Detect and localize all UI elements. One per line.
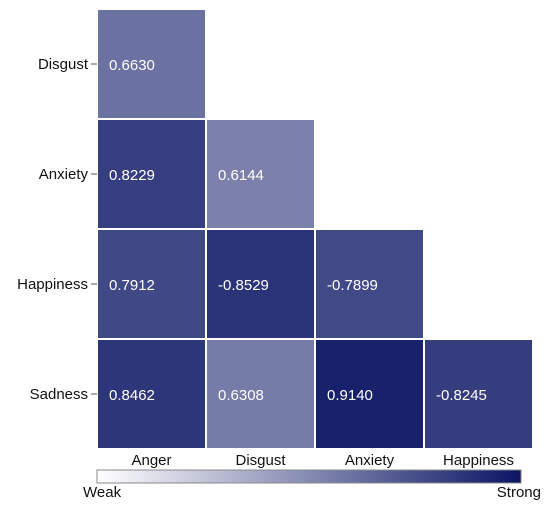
y-axis-labels: Disgust Anxiety Happiness Sadness [17, 56, 97, 403]
y-tick-label-happiness: Happiness [17, 276, 88, 293]
color-legend: Weak Strong [83, 469, 541, 501]
cell-value-label: 0.8462 [109, 387, 155, 404]
cell-value-label: 0.7912 [109, 277, 155, 294]
legend-gradient-bar [96, 469, 522, 484]
cell-value-label: 0.8229 [109, 167, 155, 184]
cell-value-label: 0.6630 [109, 57, 155, 74]
cell-value-label: 0.9140 [327, 387, 373, 404]
heatmap-cells: 0.6630 0.8229 0.6144 0.7912 -0.8529 -0.7899 0.… [96, 8, 534, 450]
y-tick-label-sadness: Sadness [30, 386, 88, 403]
x-tick-label-anxiety: Anxiety [345, 452, 395, 469]
cell-value-label: -0.7899 [327, 277, 378, 294]
y-tick-label-anxiety: Anxiety [39, 166, 89, 183]
y-tick-label-disgust: Disgust [38, 56, 89, 73]
heatmap-cell-sadness-happiness [423, 338, 534, 450]
x-tick-label-happiness: Happiness [443, 452, 514, 469]
heatmap-cell-sadness-anger [96, 338, 207, 450]
x-axis-labels: Anger Disgust Anxiety Happiness [131, 452, 513, 469]
legend-low-label: Weak [83, 484, 122, 501]
heatmap-cell-disgust-anger [96, 8, 207, 120]
legend-high-label: Strong [497, 484, 541, 501]
cell-value-label: -0.8529 [218, 277, 269, 294]
x-tick-label-anger: Anger [131, 452, 171, 469]
cell-value-label: -0.8245 [436, 387, 487, 404]
cell-value-label: 0.6308 [218, 387, 264, 404]
heatmap-cell-happiness-anxiety [314, 228, 425, 340]
x-tick-label-disgust: Disgust [235, 452, 286, 469]
heatmap-cell-anxiety-anger [96, 118, 207, 230]
heatmap-cell-sadness-anxiety [314, 338, 425, 450]
cell-value-label: 0.6144 [218, 167, 264, 184]
heatmap-cell-sadness-disgust [205, 338, 316, 450]
heatmap-cell-anxiety-disgust [205, 118, 316, 230]
